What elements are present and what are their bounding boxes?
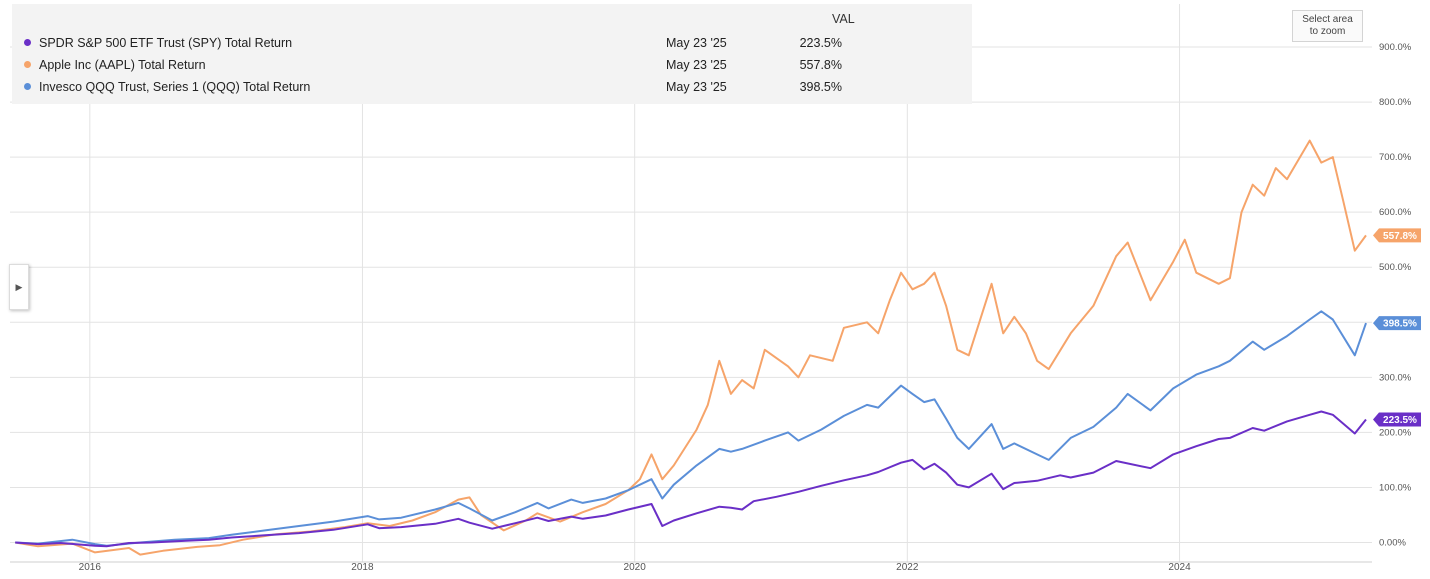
x-tick-label: 2018 (351, 562, 374, 573)
label-layer: 0.00%100.0%200.0%300.0%400.0%500.0%600.0… (79, 42, 1421, 573)
legend-dot-spy (24, 39, 31, 46)
y-tick-label: 800.0% (1379, 97, 1412, 108)
y-tick-label: 0.00% (1379, 537, 1406, 548)
x-tick-label: 2022 (896, 562, 919, 573)
legend-panel: VAL SPDR S&P 500 ETF Trust (SPY) Total R… (12, 4, 972, 104)
y-tick-label: 600.0% (1379, 207, 1412, 218)
end-value-label: 223.5% (1383, 415, 1417, 426)
legend-date-aapl: May 23 '25 (666, 58, 727, 72)
legend-row-aapl[interactable]: Apple Inc (AAPL) Total Return May 23 '25… (12, 56, 972, 76)
series-line-2 (15, 310, 1367, 547)
legend-value-qqq: 398.5% (799, 80, 842, 94)
x-tick-label: 2020 (624, 562, 647, 573)
legend-row-spy[interactable]: SPDR S&P 500 ETF Trust (SPY) Total Retur… (12, 34, 972, 54)
series-layer (15, 139, 1367, 556)
y-tick-label: 100.0% (1379, 482, 1412, 493)
legend-date-spy: May 23 '25 (666, 36, 727, 50)
legend-value-aapl: 557.8% (799, 58, 842, 72)
end-value-tag-0: 223.5% (1373, 412, 1421, 427)
y-tick-label: 500.0% (1379, 262, 1412, 273)
end-value-tag-1: 557.8% (1373, 228, 1421, 243)
legend-name-qqq: Invesco QQQ Trust, Series 1 (QQQ) Total … (39, 80, 311, 94)
y-tick-label: 900.0% (1379, 42, 1412, 53)
series-line-0 (15, 410, 1367, 548)
legend-name-spy: SPDR S&P 500 ETF Trust (SPY) Total Retur… (39, 36, 293, 50)
legend-dot-aapl (24, 61, 31, 68)
legend-date-qqq: May 23 '25 (666, 80, 727, 94)
legend-dot-qqq (24, 83, 31, 90)
series-line-1 (15, 139, 1367, 556)
y-tick-label: 700.0% (1379, 152, 1412, 163)
legend-row-qqq[interactable]: Invesco QQQ Trust, Series 1 (QQQ) Total … (12, 78, 972, 98)
legend-value-spy: 223.5% (799, 36, 842, 50)
panel-toggle-button[interactable]: ▶ (9, 264, 29, 310)
chevron-right-icon: ▶ (15, 282, 23, 292)
end-value-label: 557.8% (1383, 231, 1417, 242)
x-tick-label: 2016 (79, 562, 102, 573)
x-tick-label: 2024 (1168, 562, 1191, 573)
legend-name-aapl: Apple Inc (AAPL) Total Return (39, 58, 206, 72)
end-value-label: 398.5% (1383, 319, 1417, 330)
y-tick-label: 300.0% (1379, 372, 1412, 383)
end-value-tag-2: 398.5% (1373, 316, 1421, 331)
zoom-button-line1: Select area (1302, 14, 1353, 25)
legend-header: VAL (832, 12, 855, 26)
zoom-button-line2: to zoom (1309, 26, 1346, 37)
y-tick-label: 200.0% (1379, 427, 1412, 438)
select-area-zoom-button[interactable]: Select area to zoom (1292, 10, 1363, 42)
